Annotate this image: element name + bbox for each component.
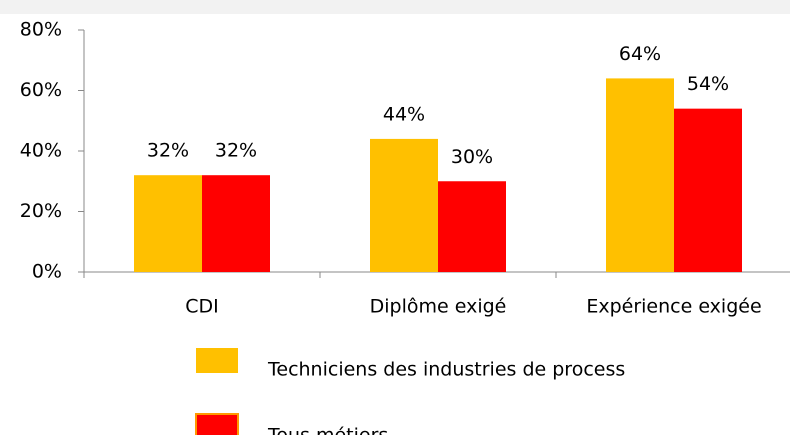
y-tick-label: 0% xyxy=(32,261,62,283)
bar xyxy=(606,78,674,273)
bar xyxy=(674,108,742,273)
y-tick-label: 40% xyxy=(20,140,62,162)
x-tick-label: Diplôme exigé xyxy=(370,296,507,318)
value-label: 44% xyxy=(383,103,425,125)
bar xyxy=(370,138,438,272)
value-label: 54% xyxy=(687,73,729,95)
value-label: 32% xyxy=(215,140,257,162)
x-tick-label: Expérience exigée xyxy=(586,296,761,318)
value-label: 64% xyxy=(619,43,661,65)
bar xyxy=(134,175,202,272)
value-label: 32% xyxy=(147,140,189,162)
top-band xyxy=(0,0,790,14)
legend-label: Tous métiers xyxy=(267,425,388,435)
legend-swatch xyxy=(195,413,239,435)
y-tick-label: 20% xyxy=(20,200,62,222)
bar xyxy=(202,175,270,272)
bar xyxy=(438,181,506,272)
value-label: 30% xyxy=(451,146,493,168)
y-tick-label: 60% xyxy=(20,79,62,101)
x-tick-label: CDI xyxy=(185,296,219,318)
y-tick-label: 80% xyxy=(20,19,62,41)
legend-label: Techniciens des industries de process xyxy=(267,359,625,381)
legend-swatch xyxy=(196,348,238,373)
